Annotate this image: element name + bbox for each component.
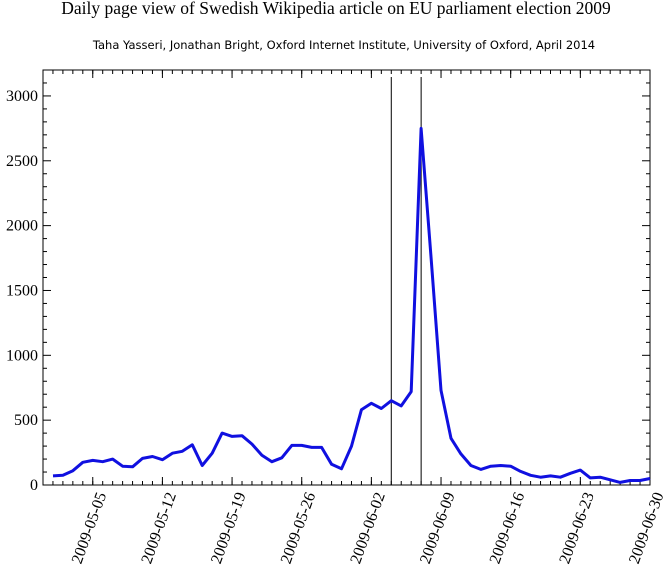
x-axis: 2009-05-05 2009-05-12 2009-05-19 2009-05-26…: [52, 70, 665, 566]
plot-frame: [42, 69, 651, 486]
y-tick-label: 1500: [6, 282, 38, 299]
y-tick-label: 3000: [6, 88, 38, 105]
y-axis: 0 500 1000 1500 2000 2500 3000: [6, 69, 650, 494]
x-tick-label: 2009-06-09: [417, 490, 459, 566]
y-tick-label: 2000: [6, 218, 38, 235]
y-tick-label: 1000: [6, 347, 38, 364]
x-tick-label: 2009-06-30: [626, 490, 665, 566]
chart-subtitle: Taha Yasseri, Jonathan Bright, Oxford In…: [92, 38, 595, 52]
x-tick-label: 2009-06-23: [556, 490, 598, 566]
x-tick-label: 2009-06-16: [487, 490, 529, 566]
x-tick-label: 2009-05-12: [138, 490, 180, 566]
x-tick-label: 2009-05-05: [69, 490, 111, 566]
y-tick-label: 0: [30, 477, 38, 494]
x-tick-label: 2009-06-02: [347, 490, 389, 566]
x-tick-label: 2009-05-19: [208, 490, 250, 566]
y-tick-label: 2500: [6, 153, 38, 170]
chart-title: Daily page view of Swedish Wikipedia art…: [61, 0, 611, 18]
x-tick-label: 2009-05-26: [278, 490, 320, 566]
y-tick-label: 500: [14, 412, 38, 429]
series-line: [52, 126, 651, 484]
